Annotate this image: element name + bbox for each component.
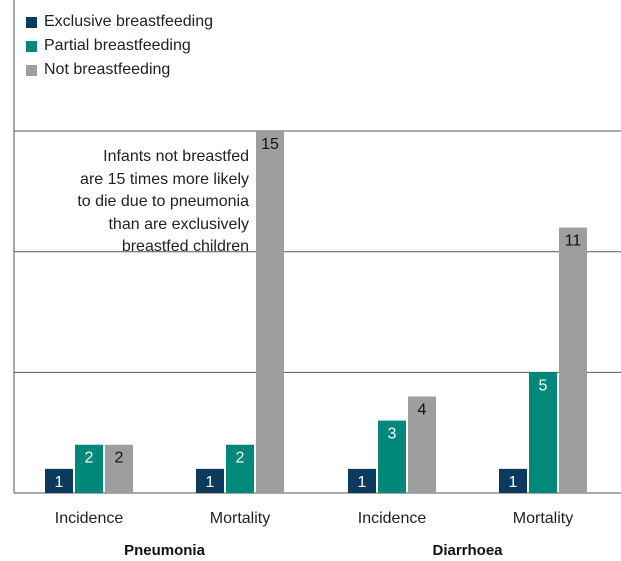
bar-value-label: 4	[418, 401, 427, 418]
bar-value-label: 1	[358, 474, 367, 491]
bar	[408, 396, 436, 493]
annotation-line: are 15 times more likely	[80, 170, 249, 188]
bar-value-label: 2	[236, 450, 245, 467]
legend-item-exclusive: Exclusive breastfeeding	[26, 10, 213, 34]
legend-swatch-not	[26, 64, 37, 76]
category-label: Incidence	[55, 510, 124, 527]
bar	[529, 372, 557, 493]
bar	[499, 468, 527, 493]
annotation-line: Infants not breastfed	[103, 148, 249, 165]
bar	[559, 227, 587, 493]
bar	[196, 468, 224, 493]
bar	[105, 444, 133, 493]
legend-swatch-exclusive	[26, 16, 37, 28]
legend-label-not: Not breastfeeding	[44, 61, 171, 78]
bar	[226, 444, 254, 493]
legend-label-partial: Partial breastfeeding	[44, 37, 191, 54]
legend-label-exclusive: Exclusive breastfeeding	[44, 13, 213, 30]
bar-value-label: 2	[115, 450, 124, 467]
legend-item-partial: Partial breastfeeding	[26, 34, 213, 58]
bar-value-label: 1	[55, 474, 64, 491]
category-label: Mortality	[210, 510, 270, 527]
category-label: Incidence	[358, 510, 427, 527]
bar-value-label: 11	[565, 233, 582, 250]
bar	[75, 444, 103, 493]
bar-value-label: 15	[261, 136, 279, 153]
bar-value-label: 1	[206, 474, 215, 491]
legend-item-not: Not breastfeeding	[26, 58, 213, 82]
legend-swatch-partial	[26, 40, 37, 52]
bar	[378, 420, 406, 493]
bar-value-label: 2	[85, 450, 94, 467]
bar-value-label: 1	[509, 474, 518, 491]
annotation-line: breastfed children	[121, 238, 249, 256]
annotation: Infants not breastfed are 15 times more …	[0, 146, 249, 259]
bar	[256, 131, 284, 494]
legend: Exclusive breastfeeding Partial breastfe…	[26, 10, 213, 82]
group-label: Pneumonia	[124, 542, 206, 559]
bar	[45, 468, 73, 493]
category-label: Mortality	[513, 510, 573, 527]
bar-value-label: 3	[388, 426, 397, 443]
bar	[348, 468, 376, 493]
annotation-line: to die due to pneumonia	[77, 193, 249, 211]
bar-value-label: 5	[539, 377, 548, 394]
annotation-line: than are exclusively	[108, 215, 249, 233]
group-label: Diarrhoea	[432, 542, 503, 559]
